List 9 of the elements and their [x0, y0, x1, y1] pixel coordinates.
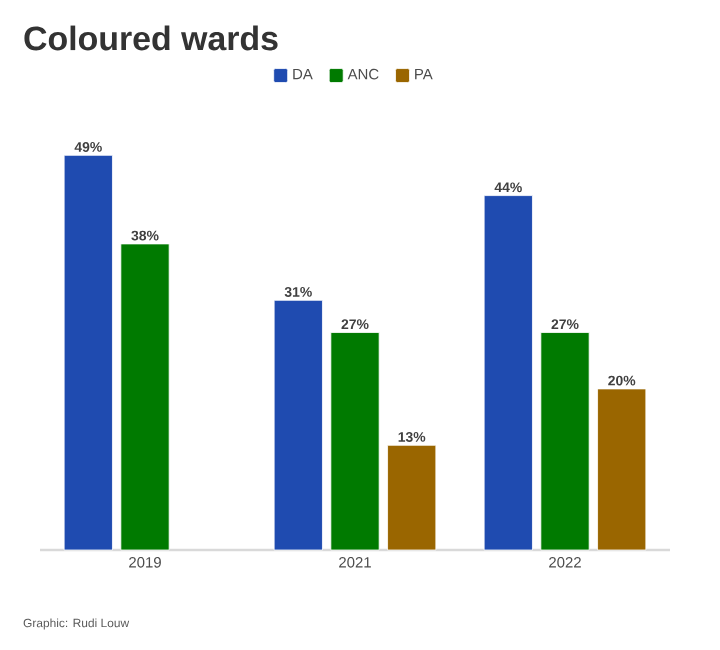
- bar: [330, 332, 380, 551]
- bar: [597, 388, 647, 551]
- chart-title: Coloured wards: [24, 25, 278, 51]
- bar: [483, 195, 533, 551]
- bar: [120, 243, 170, 551]
- bar: [273, 299, 323, 551]
- bar: [540, 332, 590, 551]
- bar: [387, 444, 437, 551]
- bar: [63, 154, 113, 551]
